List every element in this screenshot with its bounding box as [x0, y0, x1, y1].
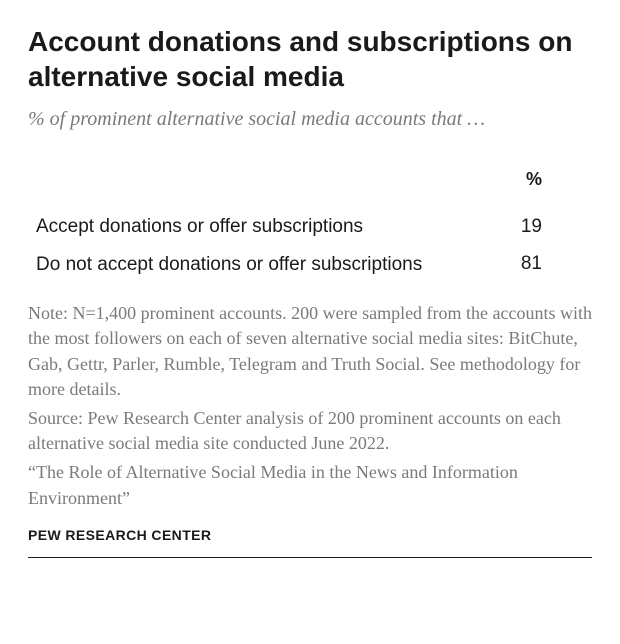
table-row: Accept donations or offer subscriptions …: [28, 208, 592, 246]
attribution: PEW RESEARCH CENTER: [28, 527, 592, 543]
row-label: Do not accept donations or offer subscri…: [28, 246, 458, 284]
row-value: 19: [458, 208, 592, 246]
source-text: Source: Pew Research Center analysis of …: [28, 406, 592, 456]
chart-title: Account donations and subscriptions on a…: [28, 24, 592, 94]
report-title: “The Role of Alternative Social Media in…: [28, 460, 592, 510]
row-label: Accept donations or offer subscriptions: [28, 208, 458, 246]
bottom-rule: [28, 557, 592, 558]
chart-subtitle: % of prominent alternative social media …: [28, 106, 592, 133]
row-value: 81: [458, 246, 592, 284]
column-header-pct: %: [458, 161, 592, 208]
table-row: Do not accept donations or offer subscri…: [28, 246, 592, 284]
note-text: Note: N=1,400 prominent accounts. 200 we…: [28, 301, 592, 402]
data-table: % Accept donations or offer subscription…: [28, 161, 592, 283]
